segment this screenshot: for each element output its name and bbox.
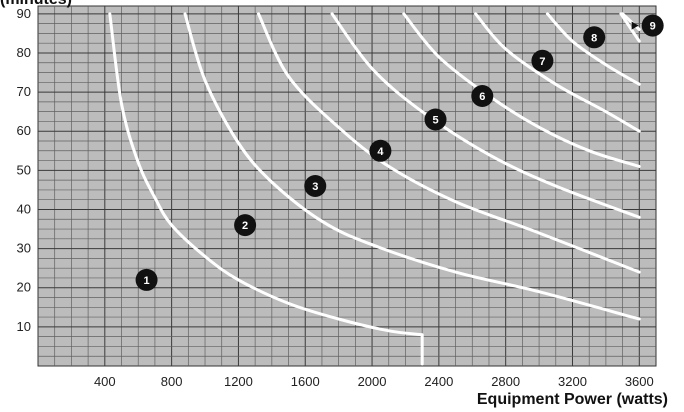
curve-marker-label: 5 bbox=[432, 114, 438, 126]
curve-marker-label: 8 bbox=[591, 32, 597, 44]
curve-2 bbox=[183, 12, 641, 321]
plot-area bbox=[37, 5, 657, 367]
curve-6 bbox=[474, 12, 641, 133]
curve-marker-label: 4 bbox=[377, 146, 384, 158]
x-tick-label: 2000 bbox=[358, 374, 387, 389]
y-tick-label: 80 bbox=[17, 45, 31, 60]
curve-marker-8 bbox=[583, 26, 606, 49]
y-axis-title: (minutes) bbox=[0, 0, 72, 8]
curve-marker-label: 9 bbox=[650, 21, 656, 33]
curve-marker-5 bbox=[424, 108, 447, 131]
y-tick-label: 50 bbox=[17, 162, 31, 177]
x-tick-label: 3600 bbox=[625, 374, 654, 389]
tick-labels: 400 800 1200 1600 2000 2400 2800 3200 3600 10 20 30… bbox=[17, 6, 654, 389]
curve-9 bbox=[621, 12, 641, 31]
y-tick-label: 20 bbox=[17, 280, 31, 295]
grid bbox=[38, 6, 656, 366]
curve-marker-label: 3 bbox=[312, 181, 318, 193]
y-tick-label: 10 bbox=[17, 319, 31, 334]
curve-marker-3 bbox=[304, 175, 327, 197]
curve-marker-label: 2 bbox=[242, 220, 248, 232]
x-tick-label: 1600 bbox=[291, 374, 320, 389]
y-tick-label: 60 bbox=[17, 123, 31, 138]
curves bbox=[108, 12, 641, 366]
curve-4 bbox=[330, 12, 641, 219]
curve-marker-label: 1 bbox=[144, 275, 150, 287]
curve-5 bbox=[402, 12, 641, 168]
y-tick-label: 90 bbox=[17, 6, 31, 21]
curve-markers: 1 2 3 4 5 6 7 8 9 bbox=[135, 14, 664, 291]
x-tick-label: 2800 bbox=[491, 374, 520, 389]
curve-marker-label: 6 bbox=[479, 91, 485, 103]
curve-7 bbox=[545, 12, 641, 86]
curve-marker-4 bbox=[369, 139, 392, 162]
curve-marker-label: 7 bbox=[539, 56, 545, 68]
curve-marker-9 bbox=[641, 14, 664, 37]
curve-3 bbox=[257, 12, 641, 274]
x-tick-label: 800 bbox=[161, 374, 183, 389]
x-tick-label: 3200 bbox=[558, 374, 587, 389]
curve-marker-6 bbox=[471, 85, 494, 107]
y-tick-label: 40 bbox=[17, 201, 31, 216]
y-tick-label: 70 bbox=[17, 84, 31, 99]
curve-8 bbox=[619, 12, 641, 43]
x-axis-title: Equipment Power (watts) bbox=[477, 391, 668, 408]
curve-1 bbox=[108, 12, 424, 366]
x-tick-label: 400 bbox=[94, 374, 116, 389]
curve-marker-1 bbox=[135, 268, 158, 291]
pointer-arrow-icon bbox=[631, 21, 639, 30]
x-tick-label: 1200 bbox=[224, 374, 253, 389]
y-tick-label: 30 bbox=[17, 241, 31, 256]
curve-marker-7 bbox=[531, 49, 554, 72]
curve-marker-2 bbox=[234, 214, 257, 237]
x-tick-label: 2400 bbox=[424, 374, 453, 389]
